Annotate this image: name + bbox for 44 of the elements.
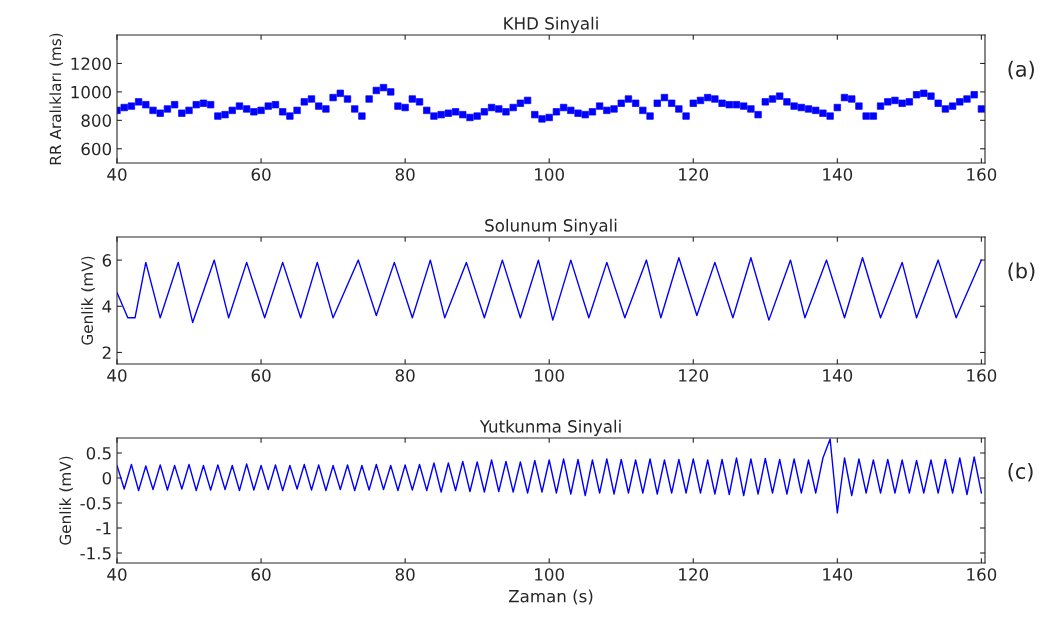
x-tick-label: 60: [251, 568, 271, 581]
x-tick-label: 140: [823, 568, 853, 581]
x-tick-label: 60: [251, 369, 271, 382]
y-tick-label: 4: [102, 300, 112, 313]
chart-title: Yutkunma Sinyali: [479, 419, 621, 436]
y-tick-label: 800: [81, 114, 112, 127]
text: (c): [1008, 462, 1033, 482]
x-tick-label: 120: [679, 568, 709, 581]
y-tick-label: -1.5: [80, 547, 111, 560]
x-tick-label: 40: [107, 568, 127, 581]
x-tick-label: 40: [107, 369, 127, 382]
y-tick-label: 1200: [71, 57, 112, 71]
x-tick-label: 100: [535, 568, 564, 581]
line-series: [117, 257, 983, 324]
y-tick-label: 0.5: [86, 446, 111, 460]
y-tick-label: -1: [96, 522, 111, 535]
x-tick-label: 120: [679, 369, 709, 382]
x-tick-label: 80: [395, 568, 415, 581]
x-tick-label: 60: [251, 168, 271, 181]
x-tick-label: 100: [535, 168, 564, 181]
x-tick-label: 140: [823, 168, 853, 181]
y-tick-label: 1000: [71, 85, 112, 99]
y-tick-label: 600: [81, 142, 112, 156]
y-tick-label: 2: [102, 346, 111, 359]
x-tick-label: 120: [679, 168, 709, 181]
x-axis-title: Zaman (s): [508, 589, 593, 605]
y-axis-title: Genlik (mV): [59, 456, 73, 545]
text: (a): [1008, 60, 1034, 80]
y-axis-title: Genlik (mV): [81, 256, 95, 345]
y-tick-label: -0.5: [80, 496, 111, 510]
y-tick-label: 6: [102, 254, 112, 267]
x-tick-label: 80: [395, 369, 415, 382]
x-tick-label: 160: [967, 168, 997, 181]
x-tick-label: 160: [967, 568, 997, 581]
y-axis-title: RR Aralıkları (ms): [49, 33, 63, 165]
text: (b): [1008, 262, 1035, 282]
x-tick-label: 80: [395, 168, 415, 181]
chart-title: KHD Sinyali: [504, 16, 598, 33]
x-tick-label: 100: [535, 369, 564, 382]
x-tick-label: 40: [107, 168, 127, 181]
x-tick-label: 140: [823, 369, 853, 382]
x-tick-label: 160: [967, 369, 997, 382]
y-tick-label: 0: [102, 471, 112, 485]
chart-title: Solunum Sinyali: [485, 218, 617, 235]
